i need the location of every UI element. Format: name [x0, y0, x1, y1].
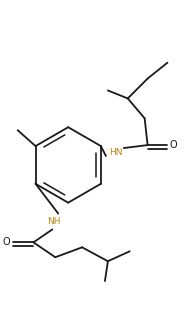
- Text: O: O: [170, 140, 177, 150]
- Text: O: O: [3, 237, 10, 247]
- Text: HN: HN: [109, 148, 123, 157]
- Text: NH: NH: [48, 217, 61, 226]
